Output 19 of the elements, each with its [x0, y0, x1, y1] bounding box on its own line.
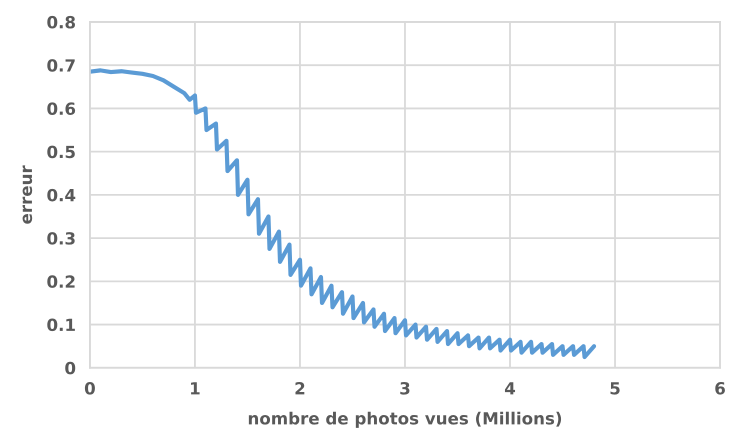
x-tick-label: 2: [295, 382, 304, 394]
y-axis-title: erreur: [22, 165, 32, 224]
y-tick-label: 0.4: [47, 188, 76, 202]
x-axis-title: nombre de photos vues (Millions): [248, 412, 562, 428]
y-tick-label: 0.8: [47, 16, 75, 29]
line-series: [90, 68, 596, 360]
y-tick-label: 0.6: [47, 102, 76, 115]
x-tick-label: 6: [715, 382, 725, 395]
x-tick-label: 1: [191, 382, 200, 394]
x-tick-label: 3: [400, 382, 410, 395]
x-tick-label: 4: [504, 382, 516, 394]
y-tick-label: 0.7: [47, 59, 75, 72]
y-tick-label: 0.1: [47, 318, 75, 332]
y-tick-label: 0.5: [47, 146, 75, 158]
y-tick-label: 0: [65, 362, 76, 374]
y-tick-label: 0.3: [47, 232, 75, 245]
y-tick-label: 0.2: [47, 275, 75, 288]
x-tick-label: 5: [610, 382, 620, 395]
x-tick-label: 0: [84, 382, 95, 395]
